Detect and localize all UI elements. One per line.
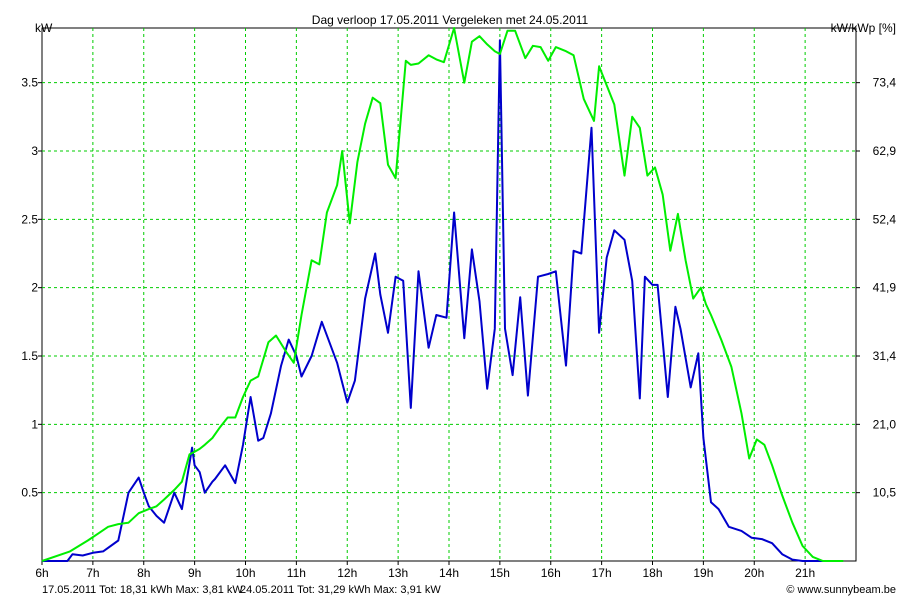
x-tick-label: 15h bbox=[490, 566, 510, 580]
series-line-2 bbox=[41, 27, 844, 562]
x-tick-label: 16h bbox=[541, 566, 561, 580]
x-tick-label: 19h bbox=[693, 566, 713, 580]
y-tick-label-right: 41,9 bbox=[873, 281, 897, 295]
x-tick-label: 8h bbox=[137, 566, 150, 580]
y-tick-label-left: 1.5 bbox=[21, 349, 38, 363]
y-axis-left-label: kW bbox=[35, 21, 53, 35]
y-axis-right-ticks: 10,5 21,0 31,4 41,9 52,4 62,9 73,4 bbox=[856, 76, 896, 500]
x-tick-label: 9h bbox=[188, 566, 201, 580]
chart-title: Dag verloop 17.05.2011 Vergeleken met 24… bbox=[312, 13, 589, 27]
y-axis-right-label: kW/kWp [%] bbox=[831, 21, 896, 35]
y-tick-label-right: 73,4 bbox=[873, 76, 897, 90]
y-tick-label-left: 0.5 bbox=[21, 486, 38, 500]
x-tick-label: 21h bbox=[795, 566, 815, 580]
legend-entry-17-05-2011: 17.05.2011 Tot: 18,31 kWh Max: 3,81 kW bbox=[42, 584, 243, 596]
x-tick-label: 18h bbox=[642, 566, 662, 580]
x-tick-label: 10h bbox=[235, 566, 255, 580]
y-tick-label-right: 10,5 bbox=[873, 486, 897, 500]
y-tick-label-right: 21,0 bbox=[873, 417, 897, 431]
y-tick-label-right: 52,4 bbox=[873, 212, 897, 226]
x-tick-label: 13h bbox=[388, 566, 408, 580]
x-tick-label: 14h bbox=[439, 566, 459, 580]
y-tick-label-left: 3.5 bbox=[21, 76, 38, 90]
x-tick-label: 12h bbox=[337, 566, 357, 580]
legend-entry-24-05-2011: 24.05.2011 Tot: 31,29 kWh Max: 3,91 kW bbox=[240, 584, 441, 596]
y-tick-label-left: 2 bbox=[31, 281, 38, 295]
x-tick-label: 7h bbox=[86, 566, 99, 580]
y-tick-label-right: 62,9 bbox=[873, 144, 897, 158]
y-tick-label-left: 1 bbox=[31, 417, 38, 431]
series-group bbox=[41, 27, 844, 562]
copyright-text: © www.sunnybeam.be bbox=[786, 584, 896, 596]
x-tick-label: 17h bbox=[592, 566, 612, 580]
y-tick-label-left: 2.5 bbox=[21, 212, 38, 226]
y-tick-label-right: 31,4 bbox=[873, 349, 897, 363]
series-line-1 bbox=[42, 39, 831, 562]
x-axis-ticks: 6h 7h 8h 9h 10h 11h 12h 13h 14h 15h 16h 17h 18h 19h 20… bbox=[35, 561, 815, 580]
y-axis-left-ticks: 0.5 1 1.5 2 2.5 3 3.5 bbox=[21, 76, 42, 500]
x-tick-label: 20h bbox=[744, 566, 764, 580]
x-tick-label: 11h bbox=[287, 566, 306, 580]
x-tick-label: 6h bbox=[35, 566, 48, 580]
y-tick-label-left: 3 bbox=[31, 144, 38, 158]
